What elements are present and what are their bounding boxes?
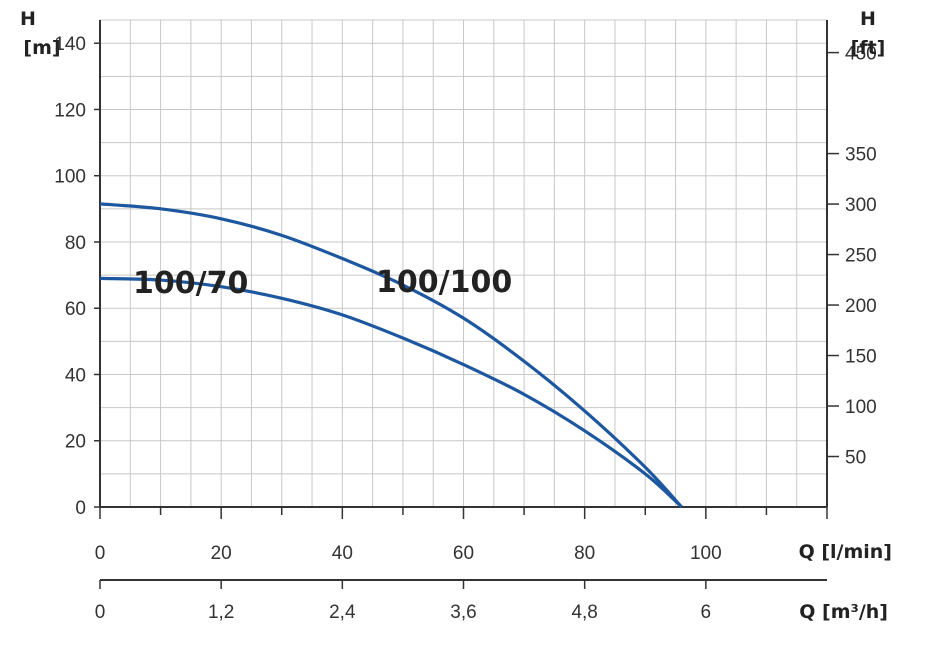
grid: [100, 19, 828, 507]
right-tick-label: 150: [845, 347, 877, 368]
ticks: 0204060801001201405010015020025030035045…: [54, 34, 876, 623]
right-tick-label: 50: [845, 448, 866, 469]
left-tick-label: 60: [65, 299, 86, 320]
series-line-100-70: [99, 276, 683, 509]
x-tick-label: 100: [690, 543, 722, 564]
left-tick-label: 120: [54, 100, 86, 121]
right-tick-label: 250: [845, 246, 877, 267]
x-tick-label: 20: [211, 543, 232, 564]
series-label-100-100: 100/100: [376, 265, 512, 300]
right-tick-label: 300: [845, 195, 877, 216]
right-tick-label: 350: [845, 145, 877, 166]
right-tick-label: 100: [845, 397, 877, 418]
x2-tick-label: 4,8: [571, 602, 597, 623]
x2-tick-label: 0: [95, 602, 106, 623]
x2-tick-label: 1,2: [208, 602, 234, 623]
left-tick-label: 20: [65, 432, 86, 453]
series-line-100-100: [99, 202, 683, 509]
right-tick-label: 450: [845, 44, 877, 65]
left-tick-label: 40: [65, 365, 86, 386]
x-tick-label: 60: [453, 543, 474, 564]
right-axis-label-line1: H: [860, 8, 876, 30]
x2-tick-label: 2,4: [329, 602, 356, 623]
left-axis-label-line1: H: [20, 8, 36, 30]
curves: [99, 202, 683, 509]
left-tick-label: 80: [65, 233, 86, 254]
x2-tick-label: 6: [701, 602, 712, 623]
left-tick-label: 0: [75, 498, 86, 519]
left-axis-label-line2: [m]: [23, 37, 60, 59]
x2-tick-label: 3,6: [450, 602, 476, 623]
x-tick-label: 40: [332, 543, 353, 564]
x-tick-label: 80: [574, 543, 595, 564]
left-tick-label: 100: [54, 167, 86, 188]
left-tick-label: 140: [54, 34, 86, 55]
series-label-100-70: 100/70: [133, 266, 248, 301]
x-tick-label: 0: [95, 543, 106, 564]
x-axis-primary-label: Q [l/min]: [799, 541, 892, 563]
x-axis-secondary-label: Q [m³/h]: [799, 601, 888, 623]
right-axis-label-line2: [ft]: [851, 37, 886, 59]
right-tick-label: 200: [845, 296, 877, 317]
